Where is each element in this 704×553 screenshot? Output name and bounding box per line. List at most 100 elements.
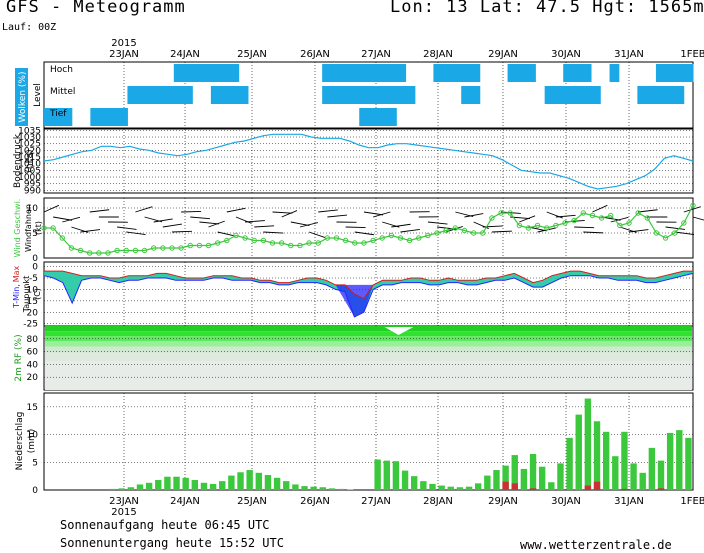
cloud-cell: [637, 86, 648, 104]
cloud-cell: [674, 86, 685, 104]
wind-barb: [217, 231, 236, 237]
cloud-cell: [192, 64, 203, 82]
wind-speed-point: [635, 210, 641, 216]
cloud-cell: [340, 64, 351, 82]
cloud-level-label: Tief: [49, 109, 67, 119]
pressure-tick-label: 995: [24, 180, 41, 190]
wind-speed-line: [44, 205, 694, 254]
humidity-tick-label: 40: [27, 360, 39, 370]
humidity-ylabel: 2m RF (%): [14, 334, 24, 381]
precip-bar: [191, 480, 199, 490]
cloud-cell: [377, 108, 388, 126]
cloud-cell: [377, 64, 388, 82]
humidity-gap: [384, 327, 414, 335]
temp-label-bg: [14, 266, 27, 324]
cloud-cell: [516, 64, 527, 82]
wind-barb: [546, 211, 563, 219]
humidity-label-bg: [14, 330, 27, 386]
temp-unit-label: (C): [33, 288, 42, 300]
wind-speed-point: [626, 220, 632, 226]
cloud-cell: [368, 108, 379, 126]
wind-speed-point: [370, 237, 376, 244]
top-day-label: 1FEB: [680, 49, 704, 60]
wind-barb: [610, 216, 629, 223]
cloud-cell: [396, 64, 407, 82]
precip-bar: [374, 459, 381, 490]
wind-speed-point: [150, 245, 157, 251]
cloud-cell: [229, 86, 240, 104]
wind-tick-label: 10: [27, 204, 39, 214]
cloud-cell: [44, 108, 54, 126]
precip-bar: [529, 453, 537, 490]
cloud-ylabel: Wolken (%): [18, 72, 28, 123]
source-credit: www.wetterzentrale.de: [520, 538, 672, 552]
precip-bar: [392, 461, 400, 490]
cloud-cell: [210, 64, 221, 82]
wind-speed-point: [96, 250, 102, 256]
humidity-band: [45, 331, 692, 337]
precip-bar: [511, 455, 518, 490]
precip-bar: [420, 481, 427, 490]
precip-bar: [474, 483, 482, 490]
humidity-band: [45, 352, 692, 362]
top-year-label: 2015: [111, 38, 136, 49]
wind-barb: [345, 226, 366, 228]
precip-conv-bar: [502, 481, 509, 490]
cloud-cell: [665, 64, 675, 82]
wind-speed-point: [288, 242, 294, 249]
wind-barb: [263, 231, 284, 234]
cloud-cell: [442, 64, 453, 82]
wind-barb: [555, 214, 576, 218]
wind-barb: [299, 222, 319, 228]
cloud-cell: [359, 86, 369, 104]
temp-tick-label: 0: [32, 263, 38, 273]
wind-speed-point: [278, 240, 285, 246]
bottom-day-label: 31JAN: [614, 496, 644, 507]
sunrise-text: Sonnenaufgang heute 06:45 UTC: [60, 518, 270, 532]
wind-barb: [226, 207, 246, 213]
wind-barb: [427, 221, 448, 225]
precip-tick-label: 10: [27, 431, 39, 441]
wind-speed-point: [123, 247, 129, 254]
precip-bar: [283, 481, 290, 490]
precip-bar: [273, 477, 281, 490]
wind-speed-point: [571, 217, 577, 224]
wind-barb: [665, 226, 686, 230]
wind-speed-point: [132, 247, 139, 254]
precip-bar: [666, 432, 674, 490]
temp-tick-label: -10: [23, 285, 38, 295]
wind-barb: [363, 211, 384, 216]
cloud-cell: [183, 86, 193, 104]
precip-bar: [237, 472, 244, 490]
wind-speed-point: [260, 237, 267, 244]
precip-bar: [520, 468, 528, 490]
precip-bar: [164, 476, 171, 490]
cloud-cell: [665, 86, 675, 104]
precip-bar: [255, 472, 263, 490]
precip-bar: [575, 414, 582, 490]
precip-ylabel: Niederschlag: [15, 412, 25, 471]
wind-speed-point: [306, 240, 312, 246]
precip-bar: [548, 482, 555, 490]
bottom-day-label: 24JAN: [170, 496, 200, 507]
precip-bar: [557, 463, 564, 490]
precip-conv-bar: [511, 483, 518, 490]
wind-barb: [519, 215, 536, 223]
cloud-cell: [646, 86, 657, 104]
wind-speed-point: [196, 242, 203, 249]
cloud-cell: [368, 86, 379, 104]
wind-barb: [464, 213, 484, 218]
precip-conv-bar: [584, 485, 592, 490]
precip-bar: [411, 476, 418, 490]
precip-conv-bar: [621, 488, 628, 490]
wind-speed-point: [251, 237, 257, 244]
wind-speed-point: [205, 242, 212, 249]
bottom-day-label: 29JAN: [488, 496, 518, 507]
wind-barb: [254, 225, 275, 228]
precip-tick-label: 0: [32, 486, 38, 496]
cloud-cell: [470, 64, 481, 82]
cloud-cell: [331, 64, 342, 82]
precip-bar: [228, 475, 235, 490]
cloud-cell: [145, 86, 156, 104]
temp-tick-label: -25: [23, 320, 38, 330]
